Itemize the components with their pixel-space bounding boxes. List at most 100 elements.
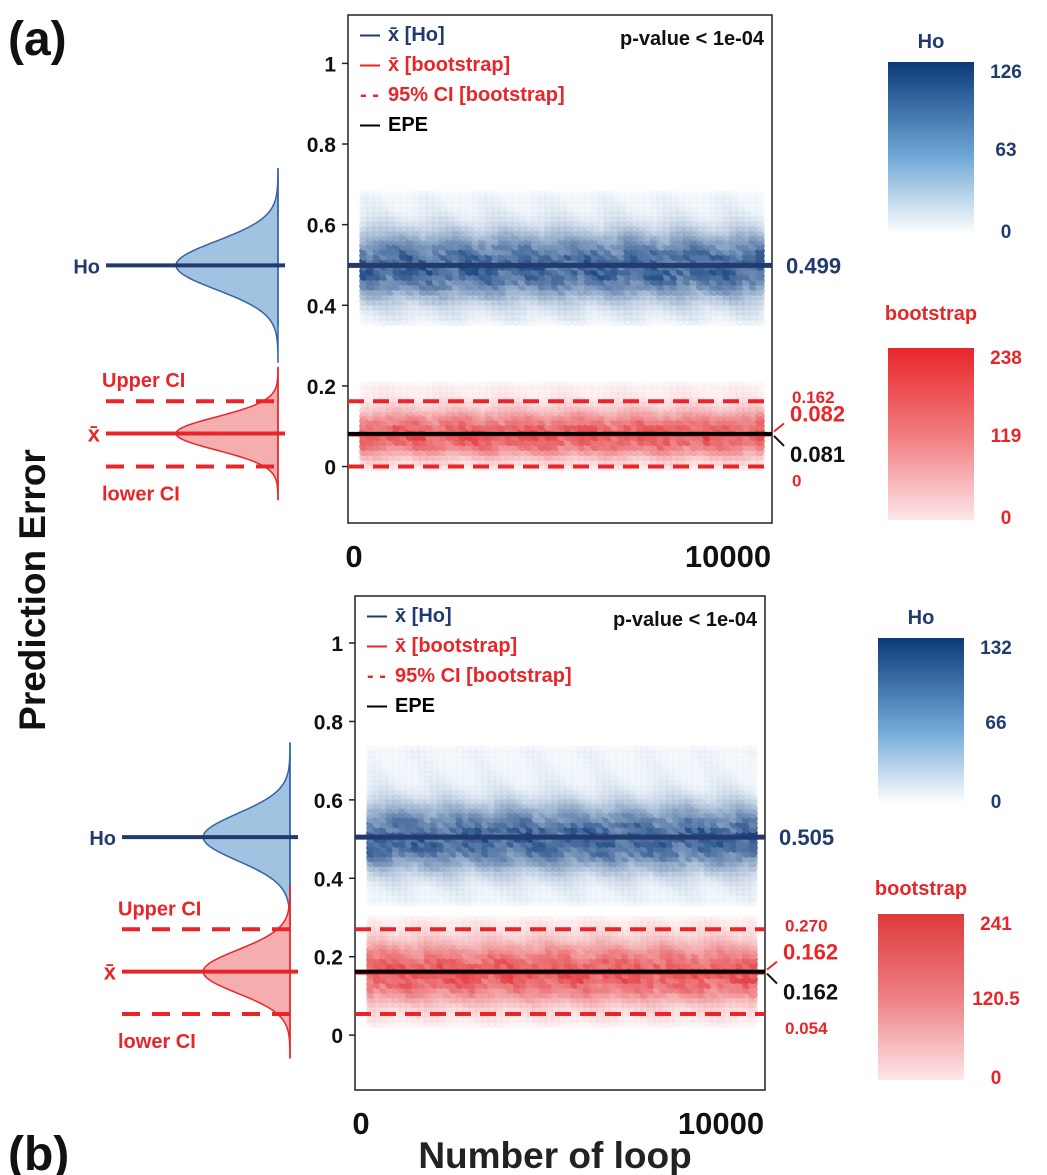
epe-value: 0.081 <box>790 442 845 467</box>
ho-scatter-point <box>451 311 462 322</box>
ho-scatter-point <box>392 311 402 322</box>
y-tick-label: 0.2 <box>307 376 336 399</box>
ho-scatter-point <box>398 306 409 317</box>
ho-scatter-point <box>478 311 488 322</box>
ho-scatter-point <box>676 306 686 317</box>
ho-scatter-point <box>563 311 574 322</box>
y-tick-label: 0.4 <box>307 295 337 318</box>
ho-scatter-point <box>669 311 679 322</box>
ho-scatter-point <box>590 316 600 327</box>
colorbar-title: Ho <box>918 31 945 53</box>
ho-scatter-point <box>438 306 449 317</box>
ho-scatter-point <box>689 306 699 317</box>
y-tick-label: 0.8 <box>307 134 337 157</box>
ho-scatter-point <box>445 311 455 322</box>
ho-scatter-point <box>610 316 620 327</box>
ho-scatter-point <box>709 316 719 327</box>
ho-scatter-point <box>616 311 627 322</box>
ho-scatter-point <box>715 311 726 322</box>
ho-scatter-point <box>418 311 429 322</box>
ho-scatter-point <box>649 306 660 317</box>
ho-scatter-point <box>544 316 554 327</box>
ho-scatter-point <box>557 311 567 322</box>
ho-scatter-point <box>530 311 541 322</box>
ho-scatter-point <box>544 311 554 322</box>
ho-scatter-point <box>742 306 752 317</box>
ho-scatter-point <box>497 311 508 322</box>
legend-label: 95% CI [bootstrap] <box>388 84 565 106</box>
ho-scatter-point <box>610 306 620 317</box>
colorbar-min-label: 0 <box>1001 222 1012 243</box>
ho-scatter-point <box>616 316 627 327</box>
ho-scatter-point <box>735 316 745 327</box>
colorbar-min-label: 0 <box>1001 508 1012 529</box>
ho-scatter-point <box>735 311 745 322</box>
ho-scatter-point <box>669 306 679 317</box>
legend-symbol: — <box>360 54 380 76</box>
ho-scatter-point <box>603 316 613 327</box>
ho-scatter-point <box>656 311 666 322</box>
ho-scatter-point <box>464 306 475 317</box>
ho-scatter-point <box>530 316 541 327</box>
colorbar-max-label: 126 <box>990 62 1022 83</box>
ho-scatter-point <box>359 306 369 317</box>
p-value-label: p-value < 1e-04 <box>620 28 765 50</box>
ho-scatter-point <box>372 306 383 317</box>
ho-scatter-point <box>596 306 607 317</box>
ho-scatter-point <box>524 306 534 317</box>
ho-scatter-point <box>359 316 369 327</box>
ho-scatter-point <box>464 311 475 322</box>
legend-symbol: — <box>360 24 380 46</box>
ho-scatter-point <box>557 316 567 327</box>
ho-scatter-point <box>517 316 528 327</box>
ho-scatter-point <box>748 311 759 322</box>
ho-scatter-point <box>550 311 561 322</box>
ho-scatter-point <box>689 311 699 322</box>
colorbar-mid-label: 119 <box>991 426 1022 447</box>
ho-scatter-point <box>504 306 514 317</box>
ho-scatter-point <box>583 316 594 327</box>
ho-scatter-point <box>669 316 679 327</box>
colorbar-title: bootstrap <box>885 303 977 325</box>
ho-scatter-point <box>544 306 554 317</box>
ho-scatter-point <box>709 311 719 322</box>
ho-scatter-point <box>398 316 409 327</box>
ho-scatter-point <box>491 316 501 327</box>
ho-scatter-point <box>458 311 468 322</box>
ho-scatter-point <box>484 316 495 327</box>
ho-scatter-point <box>412 306 422 317</box>
ho-scatter-point <box>702 316 712 327</box>
ho-scatter-point <box>365 306 376 317</box>
ho-scatter-point <box>722 306 732 317</box>
ho-scatter-point <box>728 311 739 322</box>
ho-scatter-point <box>583 306 594 317</box>
ho-scatter-point <box>365 316 376 327</box>
ho-scatter-point <box>623 316 633 327</box>
ho-scatter-point <box>511 306 521 317</box>
ho-scatter-point <box>471 311 482 322</box>
ho-scatter-point <box>636 316 646 327</box>
ho-scatter-point <box>504 316 514 327</box>
ho-scatter-point <box>682 311 693 322</box>
colorbar-gradient <box>888 348 974 520</box>
epe-leader <box>773 435 785 447</box>
ho-scatter-point <box>735 306 745 317</box>
ho-scatter-point <box>656 316 666 327</box>
ho-scatter-point <box>590 311 600 322</box>
ho-scatter-point <box>742 316 752 327</box>
ho-scatter-point <box>418 316 429 327</box>
ho-scatter-point <box>385 311 396 322</box>
ho-scatter-point <box>517 306 528 317</box>
panel-a: (a)00.20.40.60.810 10000— x̄ [Ho]— x̄ [boot… <box>8 13 1022 574</box>
ho-scatter-point <box>405 306 416 317</box>
ho-scatter-point <box>682 306 693 317</box>
ho-scatter-point <box>695 306 706 317</box>
ho-scatter-point <box>636 311 646 322</box>
colorbar-max-label: 238 <box>990 348 1022 369</box>
ho-scatter-point <box>471 306 482 317</box>
legend-symbol: — <box>360 114 380 136</box>
ho-scatter-point <box>702 306 712 317</box>
ho-scatter-point <box>649 311 660 322</box>
ho-scatter-point <box>722 316 732 327</box>
legend-label: EPE <box>388 114 428 136</box>
